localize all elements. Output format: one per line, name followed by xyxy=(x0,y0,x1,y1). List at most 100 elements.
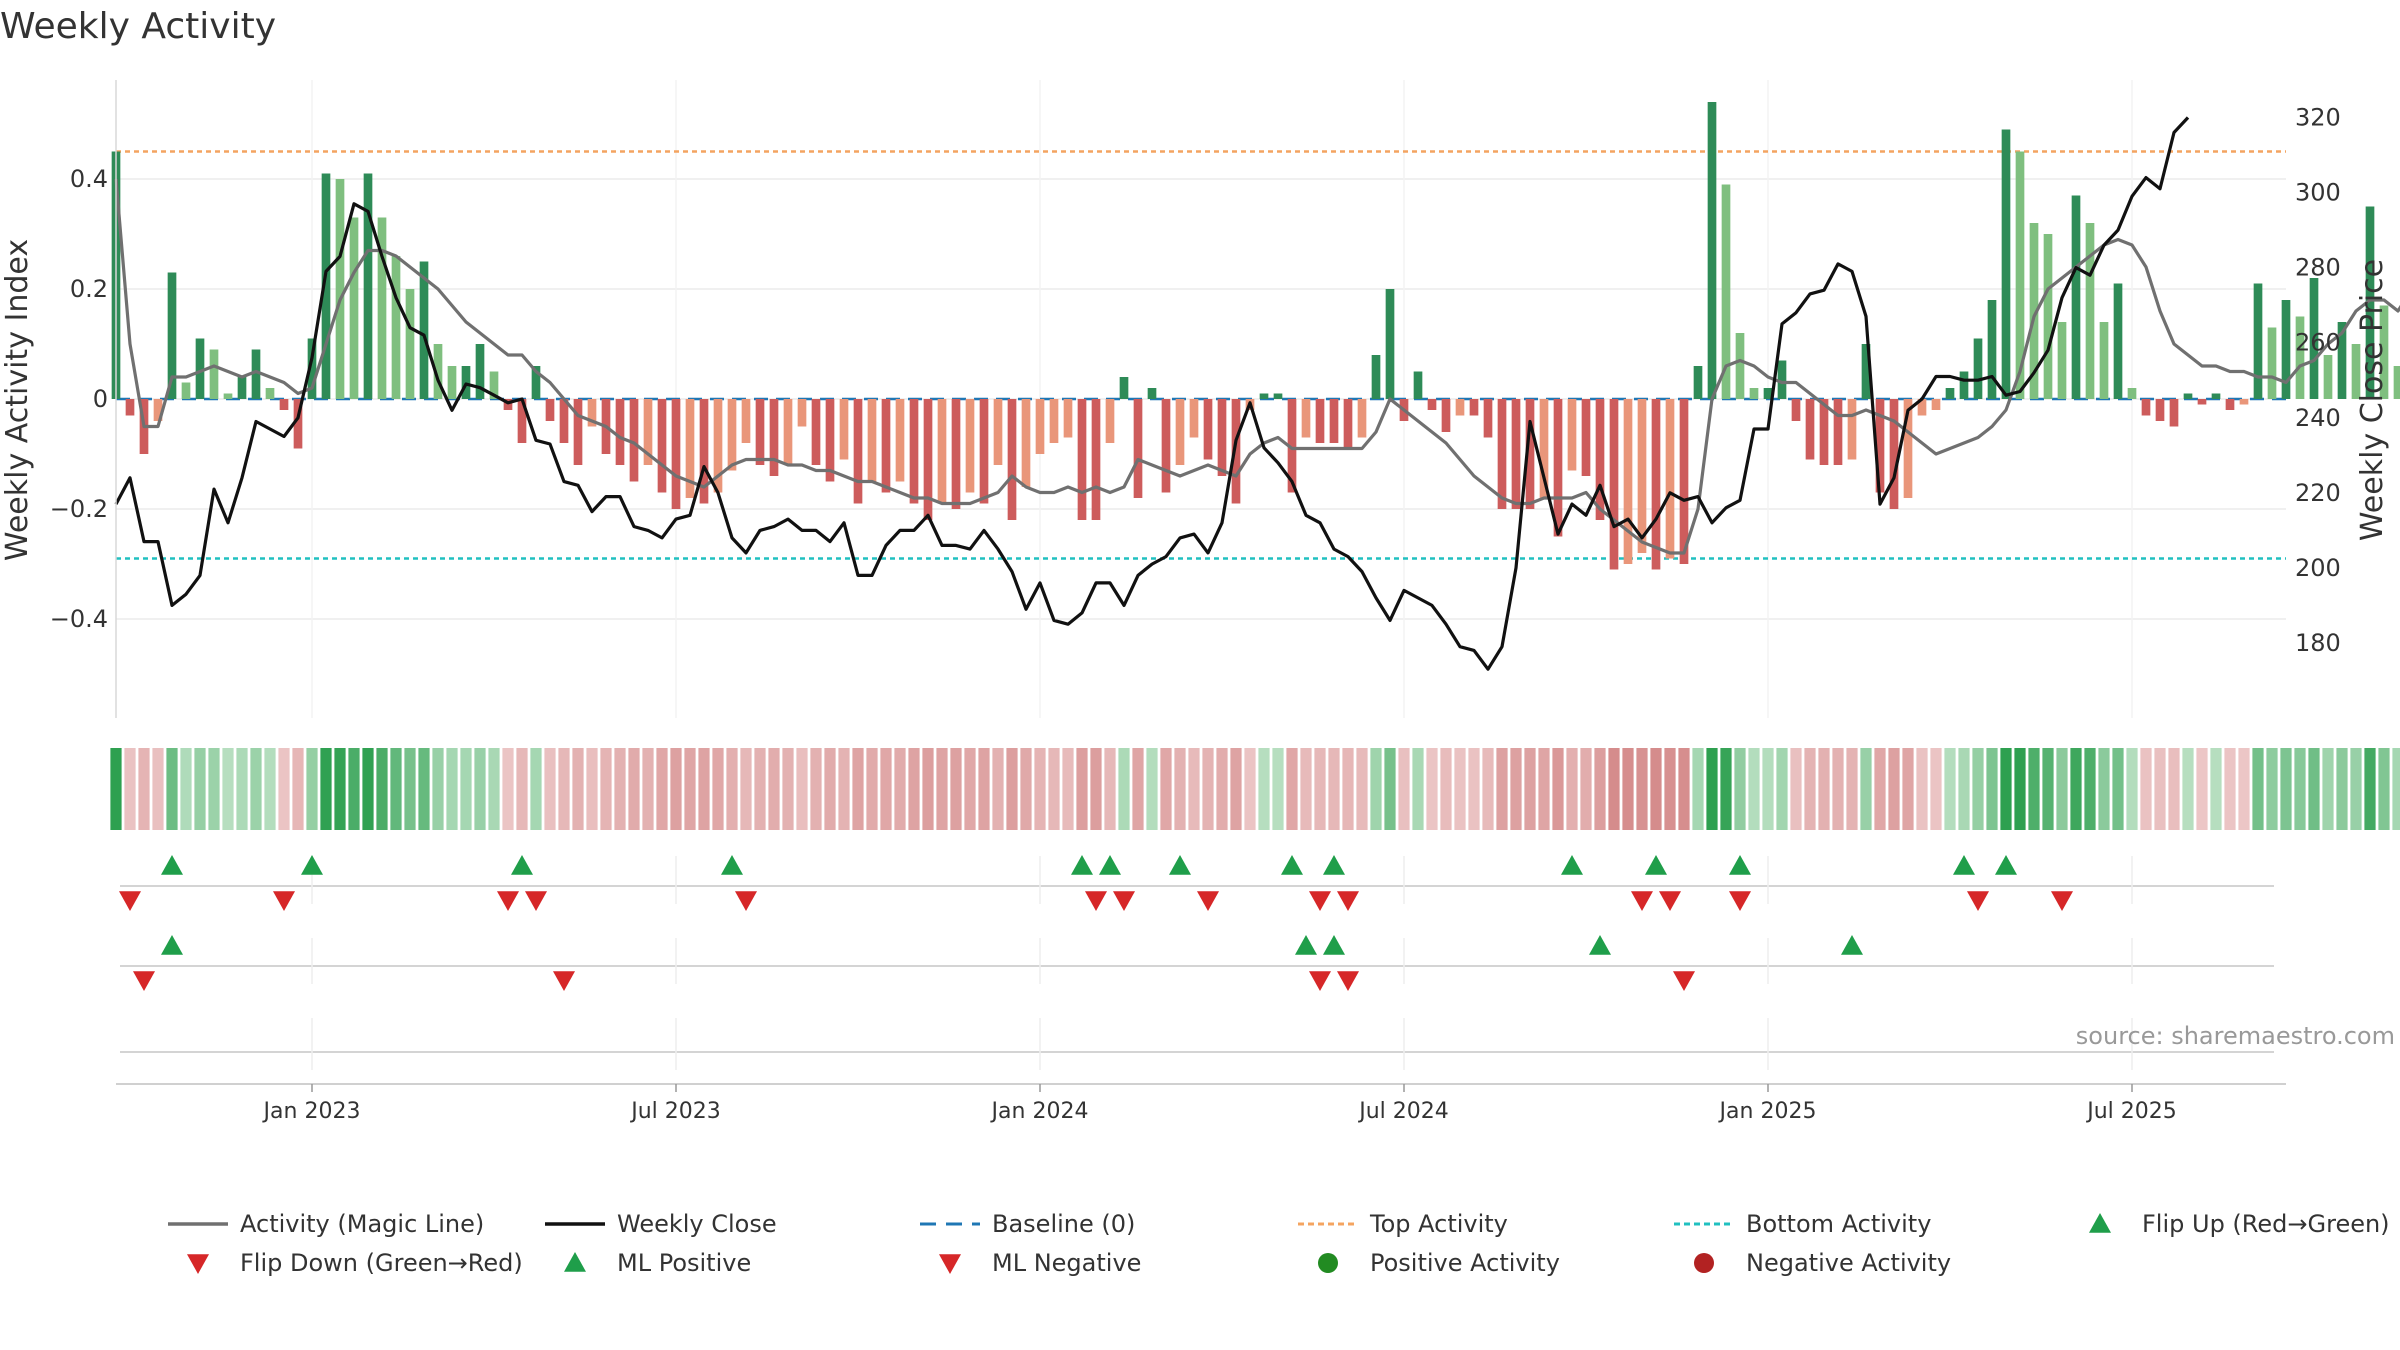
heat-cell xyxy=(320,748,332,830)
activity-bar xyxy=(1721,184,1731,399)
y-tick-label: 0.4 xyxy=(70,165,108,193)
activity-bar xyxy=(447,366,457,399)
legend-label: Bottom Activity xyxy=(1746,1210,1931,1238)
activity-bar xyxy=(349,217,359,399)
flip-down-marker xyxy=(1729,891,1751,911)
heat-cell xyxy=(1062,748,1074,830)
flip-down-marker xyxy=(497,891,519,911)
activity-bar xyxy=(1497,399,1507,509)
activity-bar xyxy=(223,393,233,399)
activity-bar xyxy=(209,349,219,399)
flip-down-marker xyxy=(119,891,141,911)
activity-bar xyxy=(1049,399,1059,443)
activity-bar xyxy=(1357,399,1367,438)
heat-cell xyxy=(796,748,808,830)
activity-bar xyxy=(1763,388,1773,399)
y-tick-label: 0 xyxy=(93,385,108,413)
heat-cell xyxy=(1454,748,1466,830)
activity-bar xyxy=(1483,399,1493,438)
heat-cell xyxy=(866,748,878,830)
heat-cell xyxy=(166,748,178,830)
ml-positive-marker xyxy=(1295,935,1317,955)
activity-bar xyxy=(1203,399,1213,460)
activity-bar xyxy=(1861,344,1871,399)
heat-cell xyxy=(1174,748,1186,830)
flip-down-marker xyxy=(525,891,547,911)
heat-cell xyxy=(1076,748,1088,830)
heat-cell xyxy=(2070,748,2082,830)
heat-cell xyxy=(404,748,416,830)
heat-cell xyxy=(740,748,752,830)
activity-bar xyxy=(1525,399,1535,509)
activity-bar xyxy=(979,399,989,504)
activity-bar xyxy=(1259,393,1269,399)
heat-cell xyxy=(2140,748,2152,830)
heat-cell xyxy=(1678,748,1690,830)
activity-bar xyxy=(2211,393,2221,399)
activity-bar xyxy=(1119,377,1129,399)
heat-cell xyxy=(1944,748,1956,830)
heat-cell xyxy=(936,748,948,830)
activity-bar xyxy=(279,399,289,410)
activity-bar xyxy=(195,338,205,399)
legend-item-flipdown: Flip Down (Green→Red) xyxy=(187,1249,523,1277)
legend-label: Baseline (0) xyxy=(992,1210,1135,1238)
legend-swatch xyxy=(564,1252,586,1272)
heat-cell xyxy=(1930,748,1942,830)
flip-down-marker xyxy=(1337,891,1359,911)
heat-cell xyxy=(2042,748,2054,830)
activity-bar xyxy=(1329,399,1339,443)
heat-cell xyxy=(1034,748,1046,830)
flip-up-marker xyxy=(1995,855,2017,875)
activity-bar xyxy=(167,272,177,399)
heat-cell xyxy=(2098,748,2110,830)
heat-cell xyxy=(1314,748,1326,830)
activity-bar xyxy=(2253,283,2263,399)
heat-cell xyxy=(1132,748,1144,830)
activity-bar xyxy=(475,344,485,399)
heat-cell xyxy=(992,748,1004,830)
heat-cell xyxy=(502,748,514,830)
legend-label: Negative Activity xyxy=(1746,1249,1951,1277)
heat-cell xyxy=(1664,748,1676,830)
legend: Activity (Magic Line) Weekly Close Baselin… xyxy=(168,1210,2390,1277)
heat-cell xyxy=(656,748,668,830)
ml-positive-marker xyxy=(1841,935,1863,955)
activity-bar xyxy=(321,173,331,399)
heat-cell xyxy=(614,748,626,830)
flip-up-marker xyxy=(1071,855,1093,875)
heat-cell xyxy=(124,748,136,830)
heat-cell xyxy=(306,748,318,830)
heat-cell xyxy=(194,748,206,830)
activity-bar xyxy=(1805,399,1815,460)
heat-cell xyxy=(2252,748,2264,830)
activity-bar xyxy=(1931,399,1941,410)
activity-heat-strip xyxy=(110,748,2400,830)
legend-swatch xyxy=(1694,1253,1714,1273)
activity-bar xyxy=(2141,399,2151,416)
heat-cell xyxy=(208,748,220,830)
x-axis: Jan 2023 Jul 2023 Jan 2024 Jul 2024 Jan 2025… xyxy=(116,1083,2286,1124)
activity-bar xyxy=(2351,344,2361,399)
activity-bar xyxy=(2295,316,2305,399)
activity-bar xyxy=(1791,399,1801,421)
activity-bar xyxy=(2001,129,2011,399)
heat-cell xyxy=(2308,748,2320,830)
y2-tick-label: 180 xyxy=(2295,629,2341,657)
flip-down-marker xyxy=(1113,891,1135,911)
activity-bar xyxy=(1385,289,1395,399)
activity-bar xyxy=(125,399,135,416)
y2-tick-label: 320 xyxy=(2295,104,2341,132)
activity-bar xyxy=(629,399,639,482)
heat-cell xyxy=(964,748,976,830)
flip-down-marker xyxy=(1631,891,1653,911)
heat-cell xyxy=(1566,748,1578,830)
activity-bar xyxy=(587,399,597,427)
heat-cell xyxy=(180,748,192,830)
activity-bar xyxy=(391,256,401,399)
flip-up-marker xyxy=(1729,855,1751,875)
heat-cell xyxy=(1762,748,1774,830)
activity-bar xyxy=(1315,399,1325,443)
y2-tick-label: 220 xyxy=(2295,479,2341,507)
heat-cell xyxy=(236,748,248,830)
